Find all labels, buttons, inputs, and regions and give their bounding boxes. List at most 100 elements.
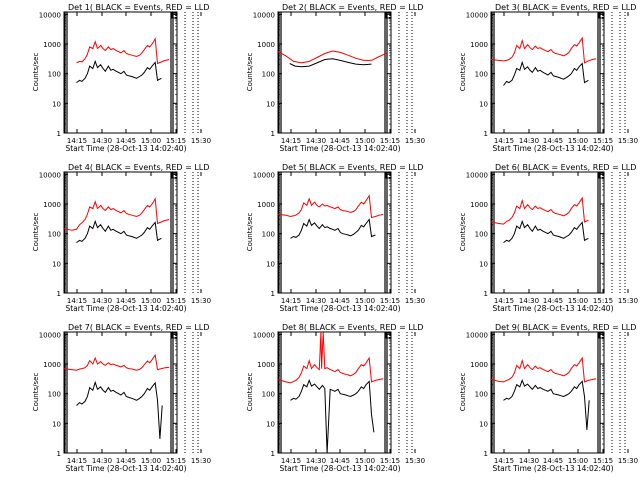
y-tick-label: 1 — [271, 450, 275, 458]
x-tick-label: 15:00 — [355, 297, 375, 305]
x-tick-label: 14:30 — [519, 137, 539, 145]
plot-frame — [63, 171, 178, 294]
x-tick-label: 15:15 — [380, 137, 400, 145]
lld-series-line — [76, 37, 170, 65]
y-tick-label: 1 — [57, 450, 61, 458]
y-tick-label: 100 — [475, 231, 488, 239]
plot-frame — [490, 331, 605, 454]
x-tick-label: 15:30 — [405, 457, 425, 465]
corner-box — [385, 332, 392, 339]
x-tick-label: 14:30 — [519, 297, 539, 305]
x-tick-label: 14:15 — [494, 297, 514, 305]
detector-panel: Det 4( BLACK = Events, RED = LLD Counts/s… — [32, 163, 211, 313]
y-axis-label: Counts/sec — [246, 373, 254, 412]
x-tick-label: 15:15 — [166, 297, 186, 305]
y-tick-label: 10 — [479, 260, 488, 268]
x-tick-label: 14:15 — [281, 457, 301, 465]
x-tick-label: 14:30 — [92, 297, 112, 305]
x-tick-label: 15:30 — [618, 137, 638, 145]
detector-panel: Det 3( BLACK = Events, RED = LLD Counts/s… — [459, 3, 638, 153]
x-tick-label: 15:00 — [568, 297, 588, 305]
y-tick-label: 1 — [484, 290, 488, 298]
y-tick-label: 100 — [475, 71, 488, 79]
y-tick-label: 100 — [475, 391, 488, 399]
x-tick-label: 14:45 — [116, 137, 136, 145]
panel-title: Det 2( BLACK = Events, RED = LLD — [282, 3, 423, 12]
x-tick-label: 14:45 — [543, 137, 563, 145]
detector-panel: Det 5( BLACK = Events, RED = LLD Counts/s… — [246, 163, 425, 313]
y-axis-label: Counts/sec — [246, 53, 254, 92]
lld-series-line — [278, 194, 384, 219]
x-tick-label: 15:15 — [166, 457, 186, 465]
y-axis-label: Counts/sec — [32, 213, 40, 252]
x-tick-label: 15:30 — [618, 297, 638, 305]
y-tick-label: 1 — [57, 290, 61, 298]
x-tick-label: 14:30 — [306, 457, 326, 465]
lld-series-line — [278, 332, 384, 384]
events-series-line — [289, 58, 372, 68]
x-tick-label: 15:30 — [191, 457, 211, 465]
plot-frame — [490, 11, 605, 134]
x-axis-label: Start Time (28-Oct-13 14:02:40) — [492, 464, 613, 473]
y-tick-label: 1 — [484, 450, 488, 458]
y-axis-label: Counts/sec — [459, 53, 467, 92]
plot-frame — [63, 11, 178, 134]
x-tick-label: 14:45 — [543, 297, 563, 305]
y-tick-label: 10 — [266, 100, 275, 108]
x-tick-label: 15:00 — [355, 457, 375, 465]
x-tick-label: 15:15 — [380, 297, 400, 305]
y-tick-label: 10000 — [253, 11, 275, 19]
y-tick-label: 1000 — [43, 201, 61, 209]
detector-panel: Det 6( BLACK = Events, RED = LLD Counts/s… — [459, 163, 638, 313]
y-tick-label: 1000 — [43, 361, 61, 369]
lld-series-line — [64, 353, 170, 371]
x-tick-label: 14:30 — [306, 137, 326, 145]
x-tick-label: 15:00 — [355, 137, 375, 145]
x-tick-label: 14:45 — [543, 457, 563, 465]
panel-title: Det 9( BLACK = Events, RED = LLD — [495, 323, 636, 332]
lld-series-line — [64, 197, 170, 231]
y-tick-label: 100 — [48, 71, 61, 79]
y-tick-label: 10 — [479, 420, 488, 428]
panel-title: Det 5( BLACK = Events, RED = LLD — [282, 163, 423, 172]
y-tick-label: 10 — [266, 420, 275, 428]
x-axis-label: Start Time (28-Oct-13 14:02:40) — [492, 144, 613, 153]
detector-panel: Det 8( BLACK = Events, RED = LLD Counts/s… — [246, 323, 425, 473]
lld-series-line — [278, 50, 388, 64]
y-tick-label: 1000 — [470, 361, 488, 369]
x-tick-label: 14:45 — [116, 457, 136, 465]
lld-series-line — [491, 36, 597, 64]
events-series-line — [503, 379, 590, 430]
y-tick-label: 1000 — [257, 201, 275, 209]
panel-title: Det 1( BLACK = Events, RED = LLD — [68, 3, 209, 12]
y-axis-label: Counts/sec — [459, 213, 467, 252]
events-series-line — [76, 59, 162, 84]
corner-box — [385, 12, 392, 19]
x-tick-label: 14:15 — [281, 137, 301, 145]
events-series-line — [76, 380, 163, 439]
y-tick-label: 100 — [48, 231, 61, 239]
x-tick-label: 15:15 — [380, 457, 400, 465]
corner-box — [598, 172, 605, 179]
x-tick-label: 14:45 — [330, 137, 350, 145]
detector-panel: Det 9( BLACK = Events, RED = LLD Counts/s… — [459, 323, 638, 473]
y-tick-label: 1 — [484, 130, 488, 138]
x-tick-label: 15:00 — [141, 297, 161, 305]
x-tick-label: 15:00 — [568, 137, 588, 145]
x-tick-label: 15:15 — [593, 457, 613, 465]
y-tick-label: 10 — [52, 420, 61, 428]
x-tick-label: 14:15 — [67, 137, 87, 145]
plot-frame — [277, 171, 392, 294]
y-tick-label: 10 — [266, 260, 275, 268]
y-tick-label: 10000 — [466, 171, 488, 179]
x-tick-label: 14:30 — [92, 137, 112, 145]
y-tick-label: 100 — [262, 231, 275, 239]
y-tick-label: 1000 — [470, 201, 488, 209]
y-tick-label: 100 — [262, 391, 275, 399]
x-axis-label: Start Time (28-Oct-13 14:02:40) — [65, 144, 186, 153]
y-tick-label: 10 — [52, 260, 61, 268]
corner-box — [171, 332, 178, 339]
x-tick-label: 14:30 — [519, 457, 539, 465]
y-tick-label: 10000 — [466, 11, 488, 19]
